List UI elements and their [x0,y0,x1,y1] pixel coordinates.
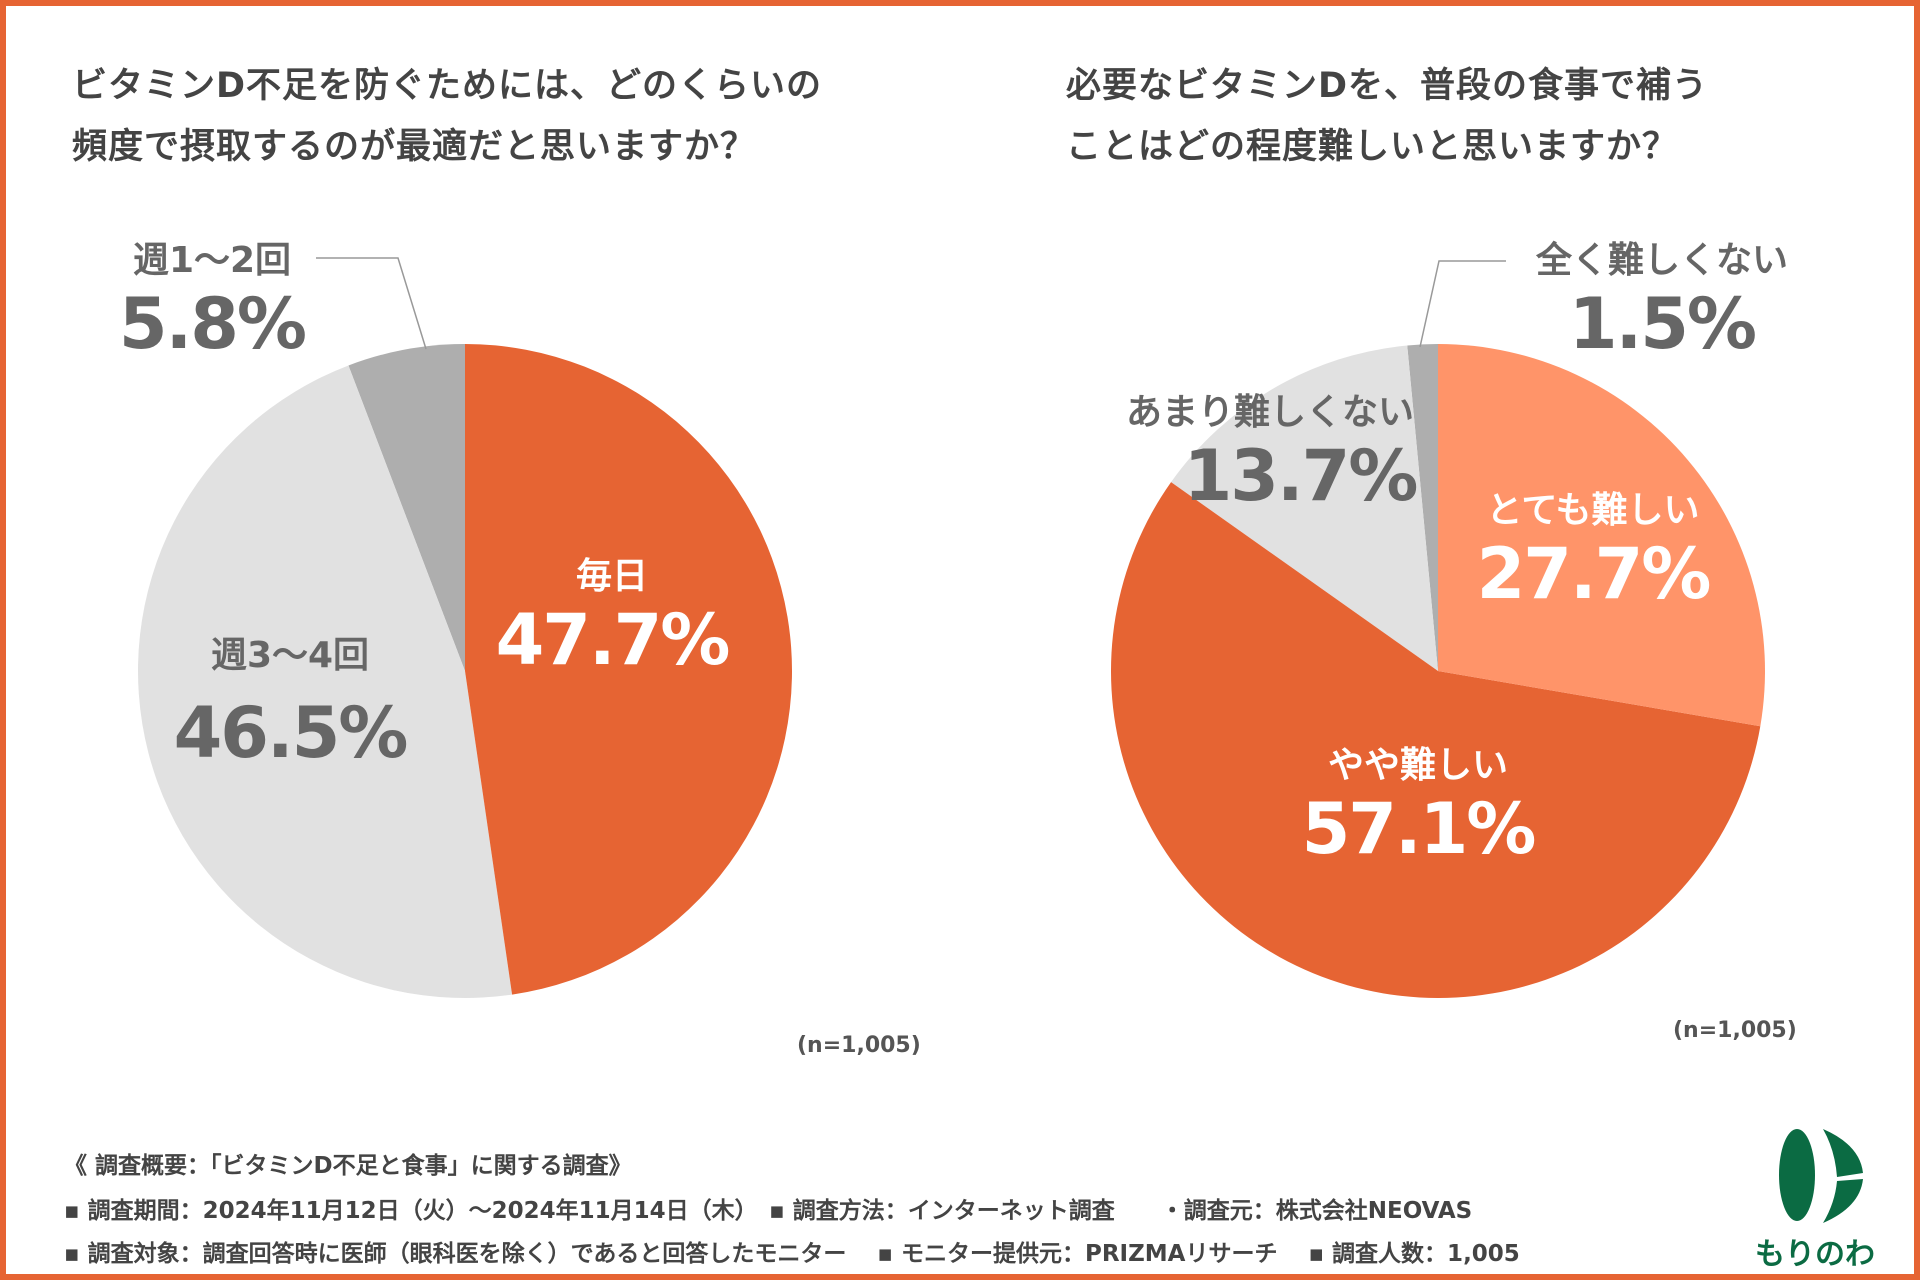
leader-line-left [316,257,427,350]
label-not-very-difficult: あまり難しくない 13.7% [1125,392,1418,517]
sample-size-right: (n=1,005) [1673,1018,1797,1043]
leader-line-right [1419,260,1506,348]
chart-title-right: 必要なビタミンDを、普段の食事で補う ことはどの程度難しいと思いますか？ [1066,66,1709,167]
pie1-slice-1 [1111,482,1761,998]
label-very-difficult: とても難しい 27.7% [1476,490,1712,615]
pie1-slice-0 [1438,344,1766,727]
sample-size-left: (n=1,005) [797,1033,921,1058]
pie1-slice-2 [1171,345,1438,671]
label-somewhat-difficult: やや難しい 57.1% [1301,745,1537,870]
logo: もりのわ [1755,1125,1875,1273]
survey-period-method: ▪ 調査期間：2024年11月12日（火）〜2024年11月14日（木） ▪ 調… [64,1198,1473,1224]
pie0-slice-1 [137,365,513,998]
label-week34: 週3〜4回 46.5% [173,635,409,774]
logo-mark [1779,1129,1863,1223]
label-mainichi: 毎日 47.7% [495,556,731,681]
pie1-slice-3 [1407,344,1438,671]
label-not-difficult-at-all: 全く難しくない 1.5% [1535,240,1789,365]
pie0-slice-0 [465,344,793,995]
survey-overview: 《 調査概要：「ビタミンD不足と食事」に関する調査》 [64,1153,632,1179]
pie0-slice-2 [348,344,465,671]
label-week12: 週1〜2回 5.8% [118,240,307,365]
chart-title-left: ビタミンD不足を防ぐためには、どのくらいの 頻度で摂取するのが最適だと思いますか… [72,66,823,167]
survey-target: ▪ 調査対象：調査回答時に医師（眼科医を除く）であると回答したモニター ▪ モニ… [64,1241,1520,1267]
